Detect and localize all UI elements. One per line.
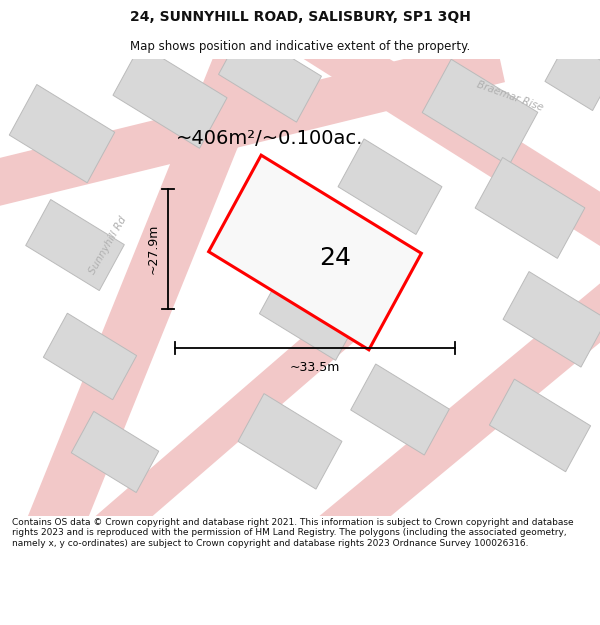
- Polygon shape: [218, 29, 322, 122]
- Polygon shape: [0, 37, 505, 209]
- Text: Braemar Rise: Braemar Rise: [475, 80, 545, 113]
- Text: ~406m²/~0.100ac.: ~406m²/~0.100ac.: [176, 129, 364, 149]
- Text: 24: 24: [319, 246, 351, 270]
- Polygon shape: [350, 364, 449, 455]
- Polygon shape: [209, 155, 421, 350]
- Polygon shape: [259, 268, 361, 361]
- Polygon shape: [490, 379, 590, 472]
- Text: Contains OS data © Crown copyright and database right 2021. This information is : Contains OS data © Crown copyright and d…: [12, 518, 574, 548]
- Polygon shape: [71, 411, 159, 492]
- Polygon shape: [9, 84, 115, 182]
- Polygon shape: [338, 139, 442, 234]
- Polygon shape: [238, 394, 342, 489]
- Text: Map shows position and indicative extent of the property.: Map shows position and indicative extent…: [130, 40, 470, 52]
- Text: Sunnyhill Rd: Sunnyhill Rd: [88, 214, 128, 276]
- Text: ~33.5m: ~33.5m: [290, 361, 340, 374]
- Polygon shape: [26, 199, 124, 291]
- Polygon shape: [43, 313, 137, 400]
- Polygon shape: [475, 158, 585, 258]
- Polygon shape: [422, 59, 538, 166]
- Polygon shape: [316, 253, 600, 555]
- Text: 24, SUNNYHILL ROAD, SALISBURY, SP1 3QH: 24, SUNNYHILL ROAD, SALISBURY, SP1 3QH: [130, 9, 470, 24]
- Polygon shape: [545, 40, 600, 111]
- Polygon shape: [24, 5, 286, 549]
- Polygon shape: [113, 45, 227, 148]
- Text: ~27.9m: ~27.9m: [147, 224, 160, 274]
- Polygon shape: [269, 0, 600, 271]
- Polygon shape: [89, 289, 382, 552]
- Polygon shape: [503, 272, 600, 367]
